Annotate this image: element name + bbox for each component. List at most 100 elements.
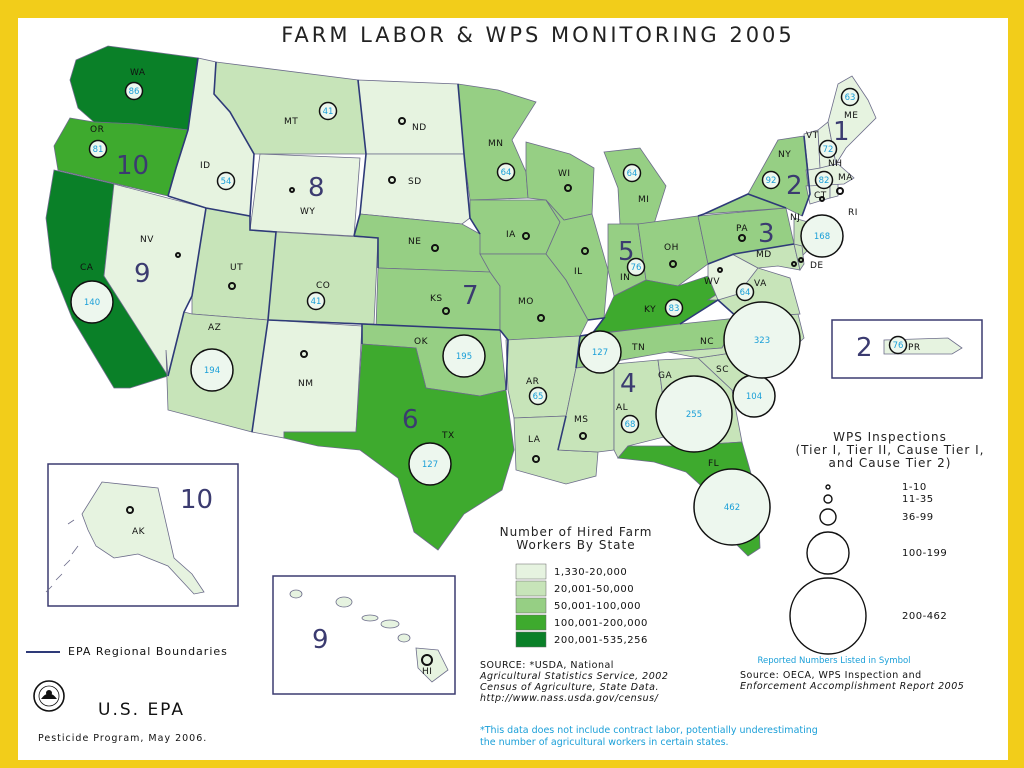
inspection-count-sc: 104 xyxy=(746,392,762,402)
footnote: *This data does not include contract lab… xyxy=(480,725,818,748)
state-label: NY xyxy=(778,150,791,160)
inspection-count-mt: 41 xyxy=(323,107,334,117)
state-label: OH xyxy=(664,243,679,253)
inspection-count-wa: 86 xyxy=(129,87,140,97)
inspection-circle-nj xyxy=(800,214,844,258)
state-label: AZ xyxy=(208,323,221,333)
state-label: ID xyxy=(200,161,211,171)
state-label: MO xyxy=(518,297,534,307)
inspection-count-fl: 462 xyxy=(724,503,740,513)
state-label: AK xyxy=(132,527,146,537)
state-ak xyxy=(81,481,205,595)
wps-legend-title-line: WPS Inspections xyxy=(833,430,947,444)
state-label: WA xyxy=(130,68,146,78)
inspection-circles: 8681140544141194195127646564768312768255… xyxy=(70,81,908,546)
inspection-count-ok: 195 xyxy=(456,352,472,362)
hired-workers-legend: Number of Hired Farm Workers By State 1,… xyxy=(500,525,653,648)
footnote-line: *This data does not include contract lab… xyxy=(480,725,818,736)
inspection-count-me: 63 xyxy=(845,93,856,103)
legend-title-line: Number of Hired Farm xyxy=(500,525,653,539)
region-number: 8 xyxy=(308,173,325,203)
wps-legend-note: Reported Numbers Listed in Symbol xyxy=(757,656,910,666)
inspection-count-ga: 255 xyxy=(686,410,702,420)
legend-title-line: Workers By State xyxy=(516,538,635,552)
wps-legend-label: 36-99 xyxy=(902,512,934,523)
region-number: 1 xyxy=(833,117,850,147)
state-label: TX xyxy=(441,431,455,441)
state-label: AR xyxy=(526,377,539,387)
small-inspection-markers xyxy=(126,117,844,666)
state-label: NM xyxy=(298,379,314,389)
inspection-circle-ar xyxy=(528,386,548,406)
alaska-islands xyxy=(45,519,79,593)
legend-label: 100,001-200,000 xyxy=(554,618,648,629)
state-label: PA xyxy=(736,224,748,234)
source-line: Source: OECA, WPS Inspection and xyxy=(740,670,922,681)
state-labels: WA OR CA ID NV MT WY UT AZ CO NM ND SD N… xyxy=(80,68,920,677)
wps-legend-title-line: and Cause Tier 2) xyxy=(829,456,952,470)
state-label: MN xyxy=(488,139,504,149)
state-mi xyxy=(603,147,667,225)
state-label: CT xyxy=(814,191,827,201)
inspection-circle-ca xyxy=(70,280,114,324)
inspection-circle-in xyxy=(626,257,646,277)
legend-swatch xyxy=(515,580,547,597)
inspection-count-va: 64 xyxy=(740,288,751,298)
legend-label: 50,001-100,000 xyxy=(554,601,641,612)
region-number: 4 xyxy=(620,369,637,399)
source-right: Source: OECA, WPS Inspection and Enforce… xyxy=(740,670,964,692)
state-label: OK xyxy=(414,337,429,347)
state-label: MS xyxy=(574,415,588,425)
source-left: SOURCE: *USDA, National Agricultural Sta… xyxy=(479,660,668,704)
map-poster: FARM LABOR & WPS MONITORING 2005 xyxy=(18,18,1008,760)
inspection-count-ny: 92 xyxy=(766,176,777,186)
state-label: NC xyxy=(700,337,714,347)
state-label: KY xyxy=(644,305,656,315)
inspection-count-co: 41 xyxy=(311,297,322,307)
state-label: VT xyxy=(806,131,819,141)
state-nd xyxy=(357,79,465,155)
wps-legend-symbol xyxy=(789,577,867,655)
inspection-circle-mi xyxy=(622,163,642,183)
legend-swatch xyxy=(515,563,547,580)
puerto-rico-inset-frame xyxy=(831,319,983,379)
inspection-circle-wa xyxy=(124,81,144,101)
inspection-circle-tn xyxy=(578,330,622,374)
epa-region-numbers: 1 2 3 4 5 6 7 8 9 10 2 9 10 xyxy=(116,117,873,655)
wps-legend-label: 11-35 xyxy=(902,494,934,505)
footnote-line: the number of agricultural workers in ce… xyxy=(480,737,729,748)
state-sd xyxy=(359,153,471,225)
state-label: WI xyxy=(558,169,571,179)
inspection-count-ca: 140 xyxy=(84,298,100,308)
inspection-circle-or xyxy=(88,139,108,159)
state-label: FL xyxy=(708,459,719,469)
source-line: http://www.nass.usda.gov/census/ xyxy=(480,693,660,704)
program-credit: Pesticide Program, May 2006. xyxy=(38,733,207,744)
wps-legend-symbol xyxy=(819,508,837,526)
state-label: HI xyxy=(422,667,432,677)
region-number: 6 xyxy=(402,405,419,435)
state-label: ME xyxy=(844,111,858,121)
epa-seal-icon xyxy=(33,680,65,712)
inspection-count-nc: 323 xyxy=(754,336,770,346)
region-number: 10 xyxy=(180,485,213,515)
state-label: IL xyxy=(574,267,583,277)
agency-name: U.S. EPA xyxy=(98,700,185,720)
legend-swatch xyxy=(515,631,547,648)
wps-legend-symbol xyxy=(823,494,833,504)
region-number: 9 xyxy=(312,625,329,655)
wps-legend-label: 1-10 xyxy=(902,482,927,493)
page-title: FARM LABOR & WPS MONITORING 2005 xyxy=(281,23,795,47)
source-line: Census of Agriculture, State Data. xyxy=(480,682,659,693)
inspection-count-tn: 127 xyxy=(592,348,608,358)
region-number: 3 xyxy=(758,219,775,249)
inspection-count-vt: 72 xyxy=(823,145,834,155)
state-label: MD xyxy=(756,250,772,260)
state-label: IA xyxy=(506,230,516,240)
inspection-count-az: 194 xyxy=(204,366,220,376)
inspection-count-in: 76 xyxy=(631,263,642,273)
legend-label: 200,001-535,256 xyxy=(554,635,648,646)
legend-swatch xyxy=(515,614,547,631)
state-label: LA xyxy=(528,435,541,445)
inspection-circle-tx xyxy=(408,442,452,486)
